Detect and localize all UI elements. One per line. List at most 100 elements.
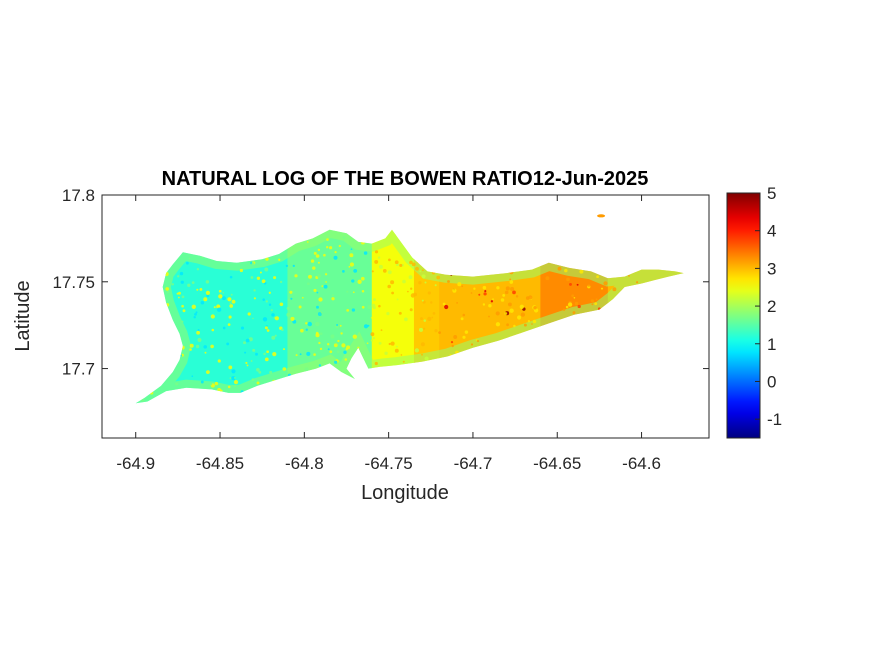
colorbar-tick-label: 5 — [767, 184, 776, 203]
speckle — [252, 317, 254, 320]
speckle — [447, 280, 450, 283]
speckle — [318, 364, 322, 367]
speckle — [334, 250, 337, 254]
speckle — [229, 302, 232, 305]
speckle — [545, 276, 550, 281]
speckle — [279, 280, 283, 284]
speckle — [317, 312, 322, 316]
speckle — [460, 317, 464, 321]
speckle — [181, 304, 184, 308]
speckle — [509, 278, 512, 281]
speckle — [189, 348, 192, 351]
speckle — [371, 303, 376, 308]
speckle — [269, 370, 273, 374]
speckle — [264, 357, 269, 362]
speckle — [177, 275, 180, 278]
speckle — [444, 304, 449, 310]
speckle — [372, 337, 376, 340]
speckle — [227, 297, 232, 302]
speckle — [305, 328, 308, 331]
x-tick-label: -64.6 — [622, 454, 661, 473]
speckle — [251, 378, 255, 382]
speckle — [409, 260, 413, 265]
speckle — [278, 258, 281, 261]
speckle — [313, 353, 316, 356]
colorbar-tick-label: 2 — [767, 297, 776, 316]
speckle — [557, 266, 562, 271]
speckle — [464, 330, 469, 334]
speckle — [313, 251, 317, 255]
speckle — [391, 291, 394, 295]
speckle — [187, 283, 191, 287]
speckle — [292, 264, 295, 268]
speckle — [505, 286, 510, 291]
speckle — [186, 261, 189, 265]
speckle — [341, 343, 346, 348]
speckle — [228, 365, 233, 370]
speckle — [197, 337, 202, 343]
speckle — [410, 355, 412, 358]
speckle — [571, 294, 575, 298]
speckle — [396, 298, 399, 301]
speckle — [300, 328, 304, 333]
speckle — [409, 308, 413, 312]
speckle — [305, 322, 308, 325]
speckle — [227, 385, 231, 389]
speckle — [324, 273, 328, 276]
speckle — [230, 293, 233, 296]
speckle — [256, 381, 260, 385]
speckle — [294, 274, 298, 278]
speckle — [205, 280, 210, 284]
speckle — [517, 315, 522, 320]
speckle — [352, 334, 357, 339]
speckle — [214, 381, 219, 386]
speckle — [290, 316, 295, 321]
speckle — [451, 344, 454, 348]
speckle — [325, 281, 327, 283]
speckle — [349, 253, 354, 258]
speckle — [299, 353, 302, 356]
speckle — [384, 351, 388, 355]
speckle — [308, 274, 312, 279]
colorbar-tick-label: -1 — [767, 410, 782, 429]
speckle — [256, 276, 261, 280]
speckle — [171, 283, 174, 286]
speckle — [268, 291, 271, 294]
speckle — [182, 309, 186, 313]
speckle — [453, 335, 458, 339]
speckle — [576, 283, 579, 286]
speckle — [282, 348, 286, 351]
speckle — [262, 298, 265, 301]
chart-title: NATURAL LOG OF THE BOWEN RATIO12-Jun-202… — [162, 168, 649, 190]
speckle — [304, 367, 309, 372]
speckle — [234, 385, 237, 388]
speckle — [310, 259, 315, 263]
speckle — [562, 308, 566, 311]
speckle — [565, 305, 569, 309]
speckle — [386, 312, 390, 316]
speckle — [188, 257, 191, 260]
speckle — [415, 266, 419, 271]
colorbar-tick-label: 1 — [767, 335, 776, 354]
speckle — [591, 303, 594, 306]
speckle — [476, 340, 480, 343]
speckle — [564, 268, 568, 273]
speckle — [434, 284, 437, 287]
speckle — [374, 361, 378, 366]
speckle — [408, 275, 413, 280]
speckle — [363, 324, 369, 329]
speckle — [348, 265, 351, 268]
speckle — [264, 326, 268, 330]
speckle — [165, 287, 169, 291]
speckle — [273, 276, 277, 280]
speckle — [427, 316, 432, 322]
speckle — [500, 298, 505, 302]
colorbar: -1 0 1 2 3 4 5 — [726, 184, 782, 439]
y-tick-label: 17.75 — [52, 273, 95, 292]
speckle — [191, 375, 194, 378]
speckle — [195, 311, 198, 314]
speckle — [248, 337, 253, 342]
speckle — [594, 302, 598, 306]
speckle — [394, 260, 399, 265]
speckle — [338, 244, 341, 248]
